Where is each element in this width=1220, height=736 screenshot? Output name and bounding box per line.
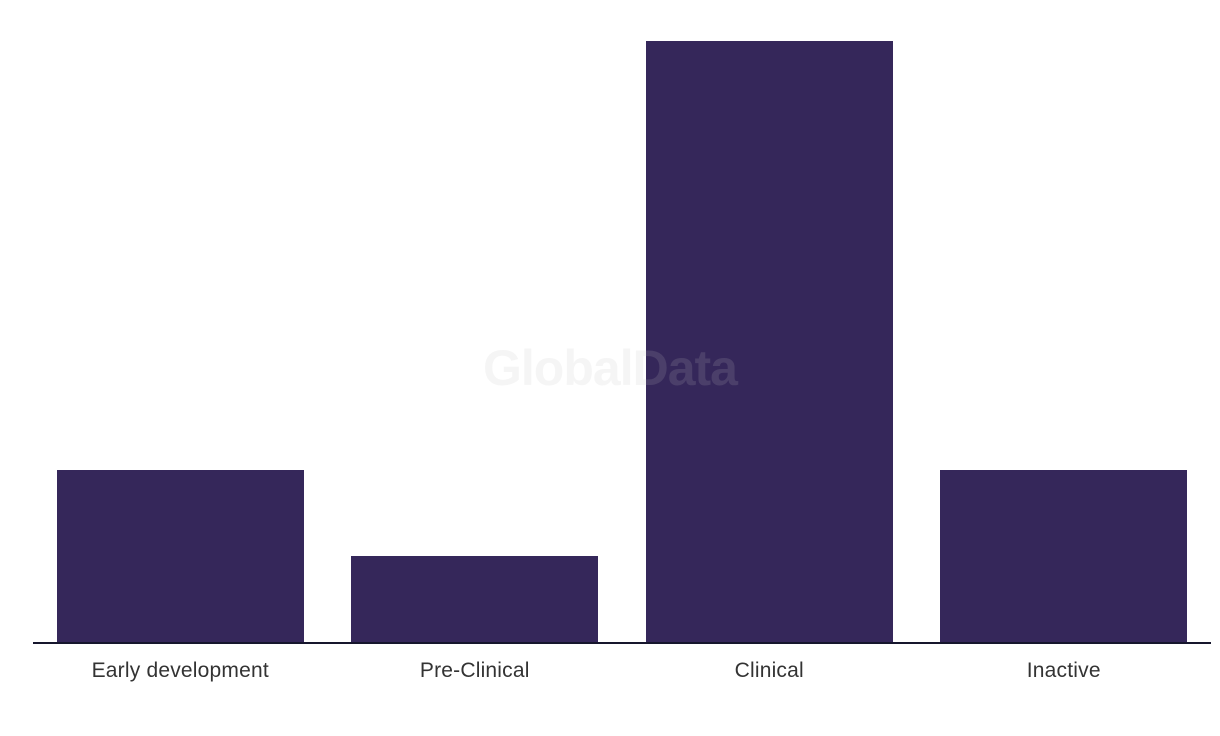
category-inactive xyxy=(917,0,1212,642)
x-axis-label-clinical: Clinical xyxy=(734,659,804,682)
bar-pre-clinical xyxy=(351,556,599,642)
category-clinical xyxy=(622,0,917,642)
x-axis-label-pre-clinical: Pre-Clinical xyxy=(419,659,530,682)
plot-area xyxy=(33,0,1211,642)
x-axis-labels: Early development Pre-Clinical Clinical Ina… xyxy=(33,644,1211,683)
x-axis-label-early-development: Early development xyxy=(91,659,269,682)
category-early-development xyxy=(33,0,328,642)
category-pre-clinical xyxy=(328,0,623,642)
bar-early-development xyxy=(56,470,304,642)
bar-inactive xyxy=(940,470,1188,642)
x-axis-line xyxy=(33,642,1211,644)
bar-clinical xyxy=(645,41,893,642)
x-axis-label-inactive: Inactive xyxy=(1026,659,1101,682)
